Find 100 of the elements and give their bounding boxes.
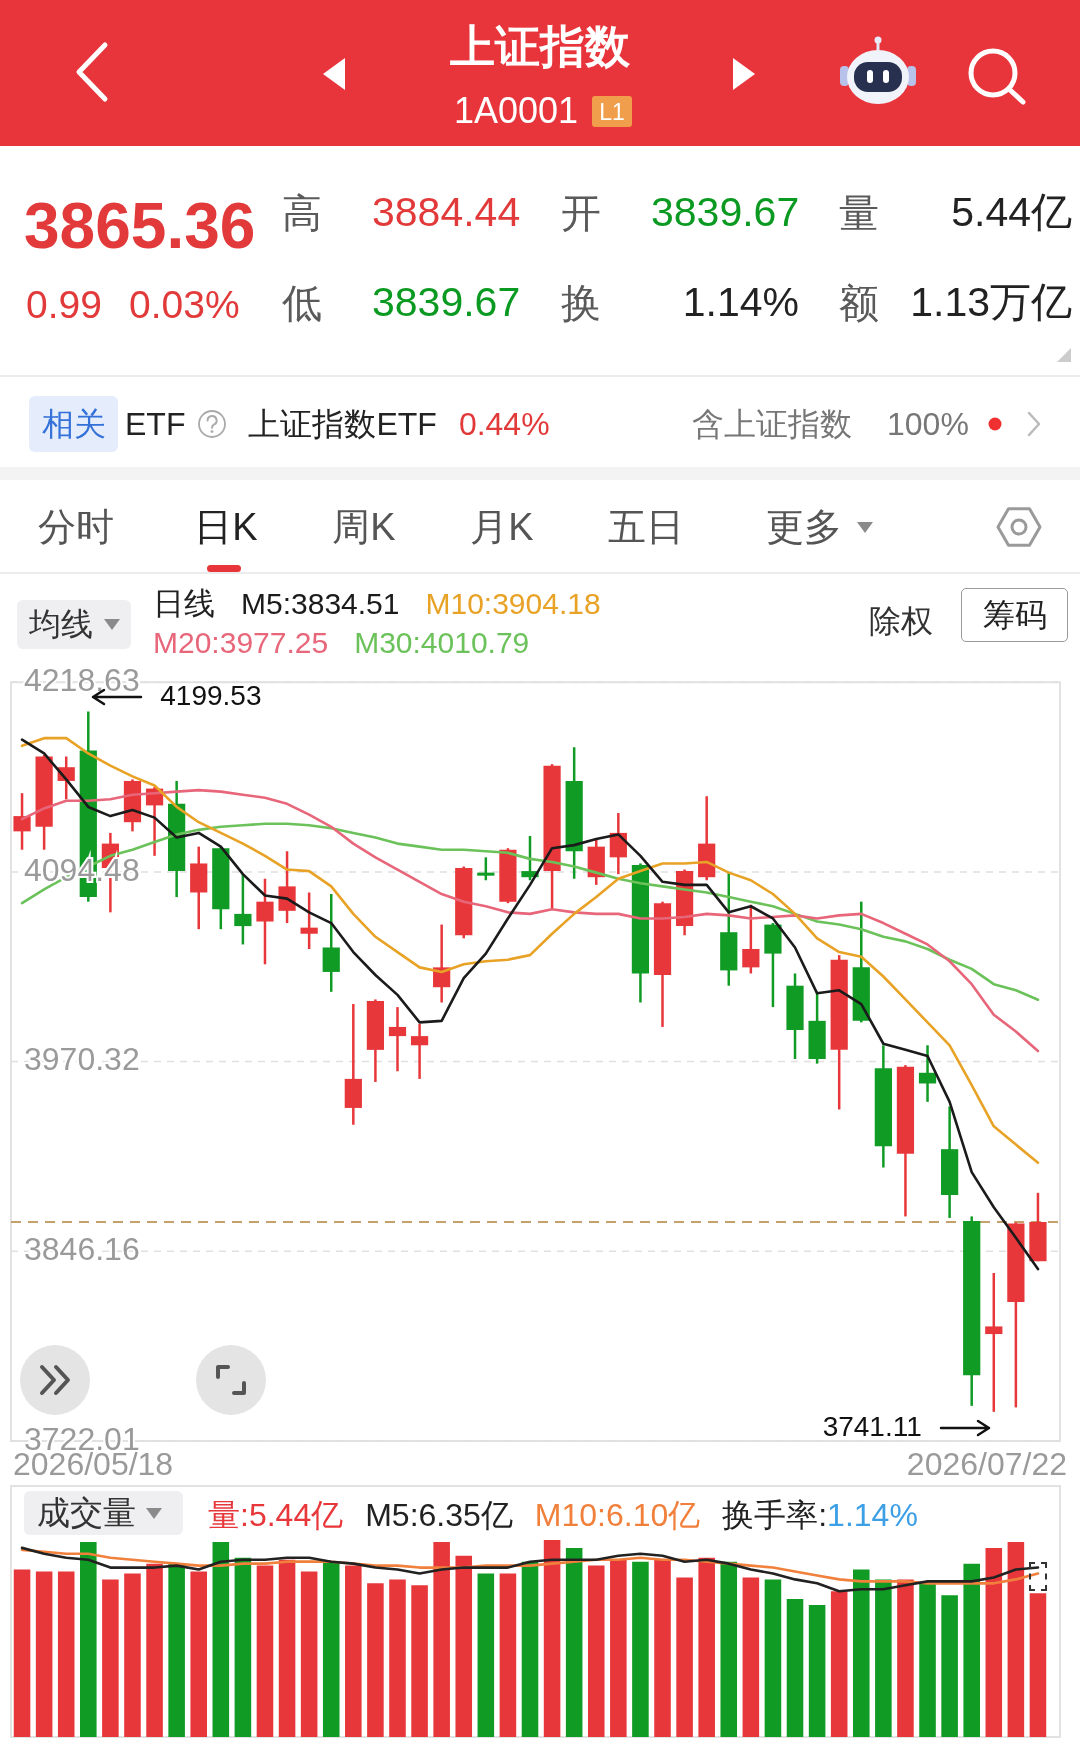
candlestick (918, 1045, 937, 1102)
legend-title: 日线 (153, 586, 215, 622)
bar (80, 1541, 97, 1737)
text: 分时 (38, 505, 114, 551)
bar (764, 1579, 782, 1737)
text: 3839.67 (651, 188, 800, 238)
tag: 相关 (29, 396, 118, 452)
text: 0.03% (129, 281, 240, 328)
text: 高 (282, 190, 322, 237)
bar (521, 1561, 539, 1737)
text: 上证指数 (450, 20, 630, 74)
series-label: M10:6.10亿 (534, 1497, 701, 1533)
text: 3884.44 (372, 188, 521, 238)
bar (985, 1547, 1003, 1737)
text: 低 (282, 280, 322, 327)
text: 1.14% (682, 278, 799, 328)
text: 五日 (608, 505, 684, 551)
badge: L1 (592, 96, 632, 127)
bar (146, 1563, 163, 1737)
bar (124, 1573, 141, 1737)
bar (433, 1541, 450, 1737)
annotation: 4199.53 (160, 680, 262, 712)
bar (742, 1577, 760, 1737)
text: 量 (839, 190, 879, 237)
bar (102, 1579, 119, 1737)
text: 0.44% (458, 405, 550, 443)
bar (345, 1565, 362, 1737)
bar (300, 1571, 318, 1737)
bar (676, 1577, 693, 1737)
bar (411, 1585, 428, 1737)
bar (57, 1571, 75, 1737)
bar (35, 1571, 53, 1737)
bar (654, 1559, 671, 1737)
text: 周K (332, 505, 396, 551)
bar (963, 1563, 980, 1737)
text: 换手率:1.14% (722, 1497, 918, 1533)
bar (543, 1540, 561, 1737)
candlestick (388, 1007, 407, 1072)
bar (499, 1573, 517, 1737)
bar (853, 1569, 870, 1737)
bar (190, 1571, 208, 1737)
dropdown-button: 均线 (17, 600, 131, 649)
y-tick-label: 3846.16 (24, 1231, 140, 1268)
text: 5.44亿 (951, 188, 1072, 238)
text: 1A0001 (453, 89, 578, 133)
text: ETF (125, 405, 186, 443)
series-label: M5:6.35亿 (365, 1497, 513, 1533)
text: 100% (887, 404, 969, 444)
text: 上证指数ETF (248, 405, 437, 443)
bar (168, 1563, 185, 1737)
bar (389, 1579, 406, 1737)
bar (1029, 1593, 1047, 1737)
bar (587, 1565, 605, 1737)
bar (919, 1583, 936, 1737)
text: M10:3904.18 (425, 586, 601, 622)
bar (212, 1541, 230, 1737)
text: 2026/07/22 (906, 1444, 1067, 1484)
bar (720, 1561, 738, 1737)
bar (367, 1583, 384, 1737)
text: M30:4010.79 (354, 625, 530, 661)
bar (322, 1561, 340, 1737)
bar (455, 1555, 473, 1737)
text: 日K (194, 505, 258, 551)
dropdown-button: 成交量 (24, 1491, 183, 1535)
bar (897, 1579, 914, 1737)
bar (786, 1599, 804, 1737)
text: 3865.36 (24, 188, 256, 264)
text: 1.13万亿 (910, 278, 1072, 328)
bar (632, 1561, 649, 1737)
text: 换 (561, 280, 601, 327)
series-label: 量:5.44亿 (208, 1497, 344, 1533)
bar (256, 1565, 274, 1737)
button: 筹码 (961, 588, 1068, 642)
text: 含上证指数 (692, 404, 852, 444)
bar (1007, 1541, 1025, 1737)
candlestick (410, 1023, 429, 1079)
y-tick-label: 4218.63 (24, 662, 140, 699)
bar (278, 1559, 296, 1737)
y-tick-label: 3970.32 (24, 1041, 140, 1078)
text: 3839.67 (372, 278, 521, 328)
annotation: 3741.11 (822, 1410, 922, 1442)
text: 除权 (869, 601, 933, 641)
chart-title: 成交量 (37, 1493, 136, 1533)
bar (808, 1605, 826, 1737)
text: 开 (561, 190, 601, 237)
text: 0.99 (26, 281, 102, 328)
bar (830, 1591, 848, 1737)
text: M5:3834.51 (241, 586, 400, 622)
bar (13, 1569, 31, 1737)
bar (477, 1573, 495, 1737)
text: M20:3977.25 (153, 625, 329, 661)
bar (234, 1557, 252, 1737)
text: 月K (470, 505, 534, 551)
bar (875, 1579, 892, 1737)
bar (698, 1557, 715, 1737)
text: 更多 (766, 505, 842, 551)
bar (941, 1595, 958, 1737)
bar (565, 1547, 583, 1737)
candlestick (344, 1004, 362, 1125)
text: 额 (839, 280, 879, 327)
